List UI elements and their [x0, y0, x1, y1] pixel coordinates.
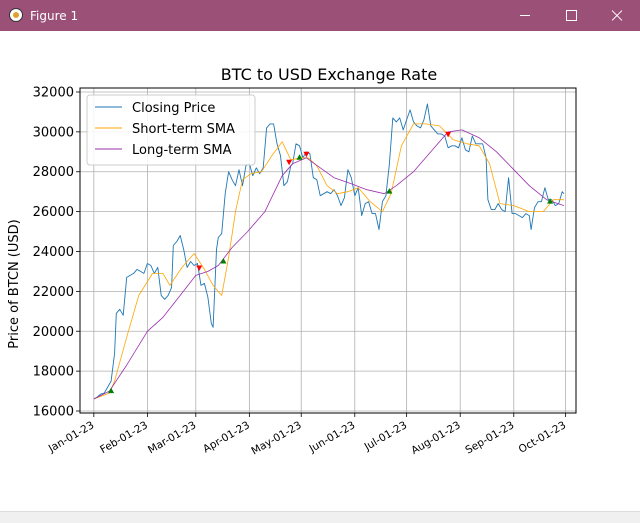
long-term-sma-line — [93, 129, 565, 400]
close-button[interactable] — [594, 0, 640, 31]
chart: BTC to USD Exchange Rate Price of BTCN (… — [0, 31, 640, 511]
legend-label: Long-term SMA — [132, 143, 232, 158]
series-layer — [93, 103, 565, 400]
minimize-button[interactable] — [502, 0, 548, 31]
figure-canvas: BTC to USD Exchange Rate Price of BTCN (… — [0, 31, 640, 511]
status-bar — [0, 511, 640, 523]
sell-signal-marker — [303, 151, 310, 158]
buy-signal-marker — [296, 154, 303, 160]
y-tick-label: 24000 — [33, 245, 74, 260]
y-tick-label: 28000 — [33, 165, 74, 180]
y-tick-label: 20000 — [33, 325, 74, 340]
matplotlib-icon — [9, 8, 23, 22]
sell-signal-marker — [286, 159, 293, 166]
buy-signal-marker — [108, 387, 115, 394]
window-titlebar: Figure 1 — [0, 0, 640, 31]
y-axis-ticks: 16000 18000 20000 22000 24000 26000 28000 30000… — [33, 85, 80, 420]
y-tick-label: 16000 — [33, 405, 74, 420]
chart-title: BTC to USD Exchange Rate — [221, 65, 437, 84]
y-tick-label: 26000 — [33, 205, 74, 220]
y-tick-label: 32000 — [33, 85, 74, 100]
y-tick-label: 22000 — [33, 285, 74, 300]
y-axis-label: Price of BTCN (USD) — [7, 219, 22, 348]
legend: Closing Price Short-term SMA Long-term SMA — [86, 94, 256, 166]
buy-signal-marker — [220, 257, 227, 264]
plot-area — [79, 87, 577, 414]
maximize-button[interactable] — [548, 0, 594, 31]
legend-label: Closing Price — [132, 101, 215, 116]
y-tick-label: 30000 — [33, 125, 74, 140]
legend-label: Short-term SMA — [132, 122, 235, 137]
y-tick-label: 18000 — [33, 365, 74, 380]
legend-box — [86, 94, 256, 166]
buy-signal-marker — [386, 188, 393, 194]
sell-signal-marker — [445, 131, 452, 138]
window-title: Figure 1 — [30, 9, 79, 23]
signal-markers — [108, 131, 554, 394]
short-term-sma-line — [93, 123, 564, 400]
sell-signal-marker — [196, 265, 203, 271]
closing-price-line — [93, 103, 565, 400]
buy-signal-marker — [547, 198, 554, 204]
